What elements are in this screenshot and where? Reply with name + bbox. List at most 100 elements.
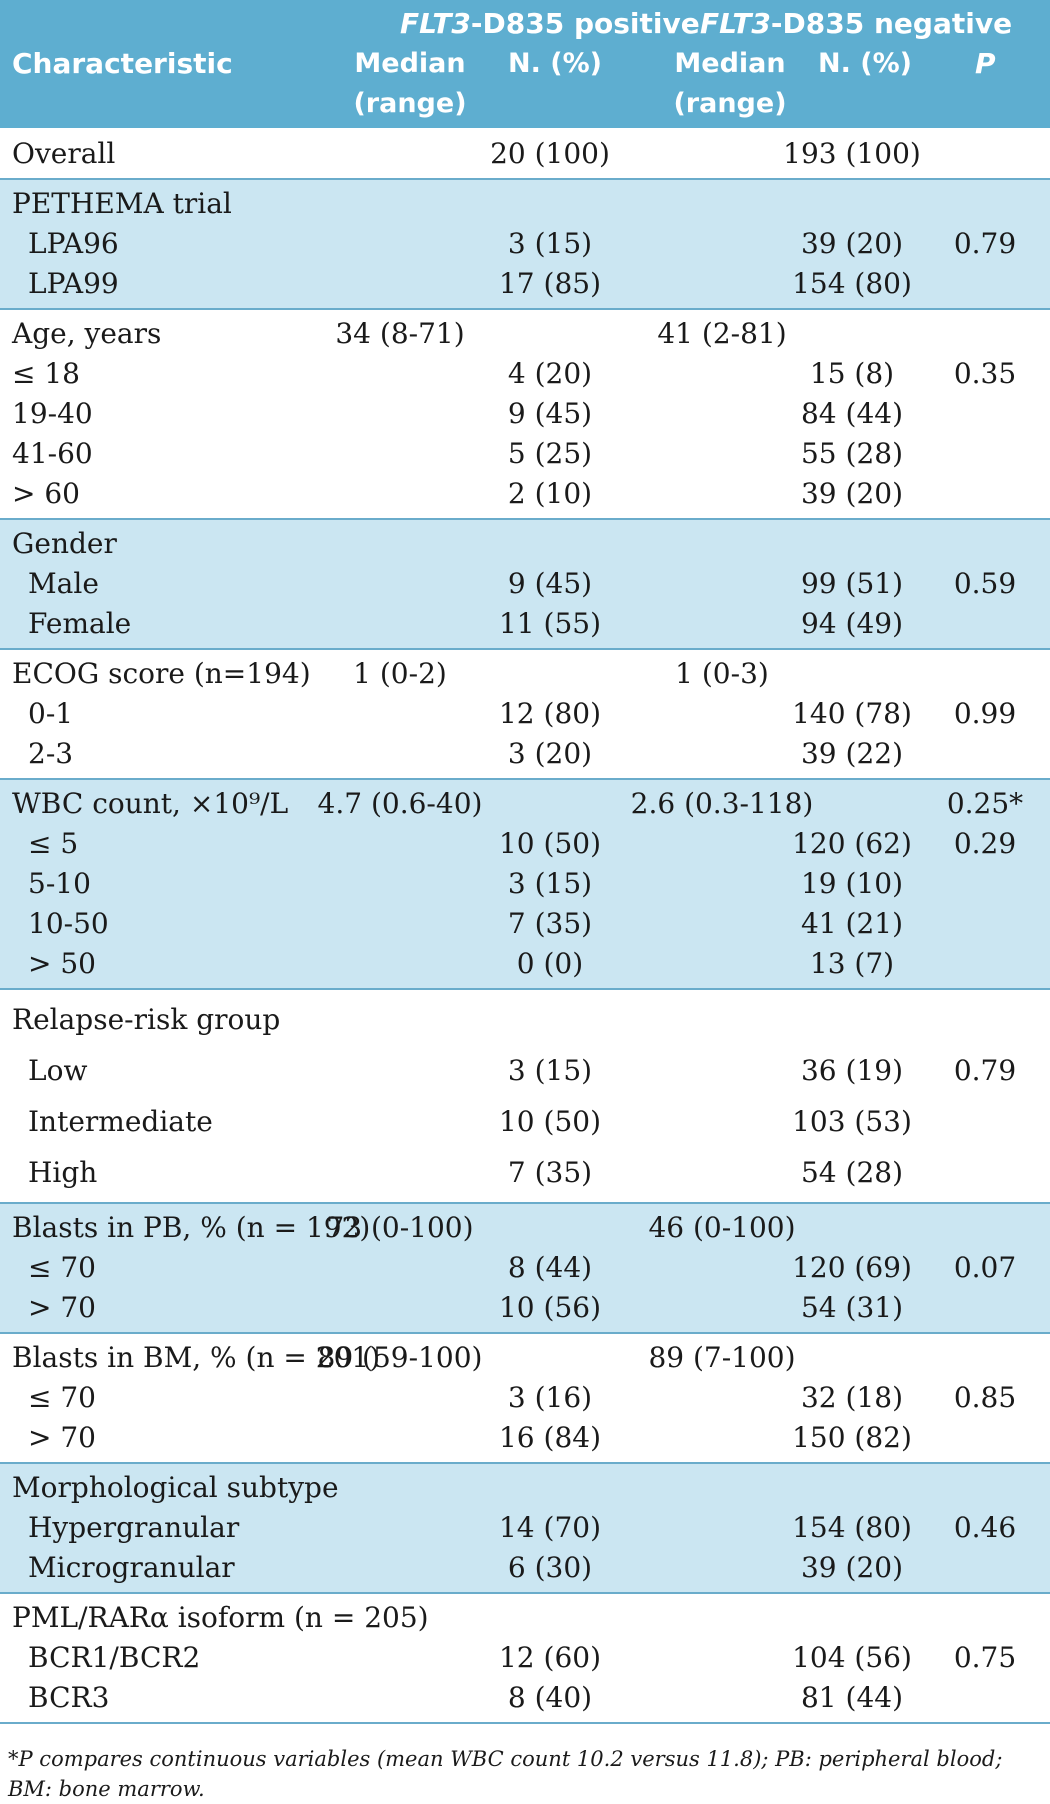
row-label: PETHEMA trial xyxy=(12,187,232,220)
table-row: Microgranular 6 (30) 39 (20) xyxy=(0,1548,1050,1588)
cell-p-value: 0.75 xyxy=(953,1641,1017,1674)
cell-p-value: 0.35 xyxy=(953,357,1017,390)
table-row: > 50 0 (0) 13 (7) xyxy=(0,944,1050,984)
row-separator xyxy=(0,778,1050,780)
cell-n-positive: 3 (20) xyxy=(507,737,593,770)
cell-median-positive: 1 (0-2) xyxy=(353,657,447,690)
cell-n-negative: 99 (51) xyxy=(800,567,903,600)
row-label: BCR3 xyxy=(28,1681,110,1714)
row-label: 5-10 xyxy=(28,867,91,900)
cell-n-negative: 84 (44) xyxy=(800,397,903,430)
row-label: ≤ 18 xyxy=(12,357,80,390)
cell-n-negative: 54 (31) xyxy=(800,1291,903,1324)
cell-n-negative: 54 (28) xyxy=(800,1155,903,1189)
table-row: LPA99 17 (85) 154 (80) xyxy=(0,264,1050,304)
row-label: > 60 xyxy=(12,477,80,510)
row-group: Blasts in BM, % (n = 201) 89 (59-100) 89 (… xyxy=(0,1334,1050,1462)
table-row: Overall 20 (100) 193 (100) xyxy=(0,134,1050,174)
cell-n-positive: 14 (70) xyxy=(498,1511,601,1544)
cell-n-positive: 10 (50) xyxy=(498,827,601,860)
table-row: ≤ 70 3 (16) 32 (18) 0.85 xyxy=(0,1378,1050,1418)
table-row: Male 9 (45) 99 (51) 0.59 xyxy=(0,564,1050,604)
row-label: Blasts in BM, % (n = 201) xyxy=(12,1341,381,1374)
row-label: Gender xyxy=(12,527,117,560)
row-label: Morphological subtype xyxy=(12,1471,339,1504)
row-label: Low xyxy=(28,1053,88,1087)
row-label: Male xyxy=(28,567,99,600)
cell-n-negative: 15 (8) xyxy=(809,357,895,390)
cell-n-positive: 4 (20) xyxy=(507,357,593,390)
row-separator xyxy=(0,648,1050,650)
row-label: 41-60 xyxy=(12,437,93,470)
cell-n-negative: 120 (62) xyxy=(792,827,912,860)
cell-n-positive: 11 (55) xyxy=(498,607,601,640)
cell-n-negative: 120 (69) xyxy=(792,1251,912,1284)
cell-n-negative: 19 (10) xyxy=(800,867,903,900)
cell-n-negative: 36 (19) xyxy=(800,1053,903,1087)
row-separator xyxy=(0,1722,1050,1724)
row-group: ECOG score (n=194) 1 (0-2) 1 (0-3) 0-1 12 (8… xyxy=(0,650,1050,778)
table-row: BCR1/BCR2 12 (60) 104 (56) 0.75 xyxy=(0,1638,1050,1678)
table-row: 19-40 9 (45) 84 (44) xyxy=(0,394,1050,434)
header-p-value: P xyxy=(975,47,996,80)
row-label: Hypergranular xyxy=(28,1511,240,1544)
row-label: LPA99 xyxy=(28,267,119,300)
cell-n-positive: 6 (30) xyxy=(507,1551,593,1584)
row-separator xyxy=(0,518,1050,520)
cell-n-positive: 12 (80) xyxy=(498,697,601,730)
cell-n-positive: 10 (50) xyxy=(498,1104,601,1138)
table-row: PML/RARα isoform (n = 205) xyxy=(0,1598,1050,1638)
cell-median-negative: 89 (7-100) xyxy=(648,1341,796,1374)
cell-p-value: 0.25* xyxy=(946,787,1024,820)
row-label: BCR1/BCR2 xyxy=(28,1641,201,1674)
row-label: 10-50 xyxy=(28,907,109,940)
row-group: PETHEMA trial LPA96 3 (15) 39 (20) 0.79 LPA99… xyxy=(0,180,1050,308)
cell-n-positive: 8 (40) xyxy=(507,1681,593,1714)
row-label: LPA96 xyxy=(28,227,119,260)
cell-median-negative: 46 (0-100) xyxy=(648,1211,796,1244)
row-label: Intermediate xyxy=(28,1104,213,1138)
cell-n-positive: 0 (0) xyxy=(516,947,584,980)
cell-median-negative: 41 (2-81) xyxy=(657,317,787,350)
table-row: 2-3 3 (20) 39 (22) xyxy=(0,734,1050,774)
cell-n-positive: 9 (45) xyxy=(507,397,593,430)
table-row: 0-1 12 (80) 140 (78) 0.99 xyxy=(0,694,1050,734)
table-row: LPA96 3 (15) 39 (20) 0.79 xyxy=(0,224,1050,264)
table-row: Blasts in PB, % (n = 192) 73 (0-100) 46 (0… xyxy=(0,1208,1050,1248)
cell-n-positive: 12 (60) xyxy=(498,1641,601,1674)
table-row: 5-10 3 (15) 19 (10) xyxy=(0,864,1050,904)
cell-n-positive: 20 (100) xyxy=(490,137,610,170)
row-label: Blasts in PB, % (n = 192) xyxy=(12,1211,371,1244)
row-group: Blasts in PB, % (n = 192) 73 (0-100) 46 (0… xyxy=(0,1204,1050,1332)
cell-n-negative: 81 (44) xyxy=(800,1681,903,1714)
row-label: Overall xyxy=(12,137,116,170)
table-row: Blasts in BM, % (n = 201) 89 (59-100) 89 (… xyxy=(0,1338,1050,1378)
table-row: PETHEMA trial xyxy=(0,184,1050,224)
table-row: Age, years 34 (8-71) 41 (2-81) xyxy=(0,314,1050,354)
row-label: > 50 xyxy=(28,947,96,980)
table-row: Female 11 (55) 94 (49) xyxy=(0,604,1050,644)
row-separator xyxy=(0,1332,1050,1334)
cell-n-positive: 3 (15) xyxy=(507,227,593,260)
row-label: PML/RARα isoform (n = 205) xyxy=(12,1601,429,1634)
cell-p-value: 0.07 xyxy=(953,1251,1017,1284)
table-row: BCR3 8 (40) 81 (44) xyxy=(0,1678,1050,1718)
table-row: Low 3 (15) 36 (19) 0.79 xyxy=(0,1051,1050,1091)
cell-n-negative: 140 (78) xyxy=(792,697,912,730)
cell-n-positive: 7 (35) xyxy=(507,907,593,940)
row-group: Morphological subtype Hypergranular 14 (70… xyxy=(0,1464,1050,1592)
cell-n-positive: 8 (44) xyxy=(507,1251,593,1284)
row-separator xyxy=(0,1202,1050,1204)
cell-median-negative: 2.6 (0.3-118) xyxy=(630,787,814,820)
cell-p-value: 0.85 xyxy=(953,1381,1017,1414)
row-label: High xyxy=(28,1155,98,1189)
header-median-positive: Median xyxy=(354,48,466,79)
cell-n-negative: 41 (21) xyxy=(800,907,903,940)
row-label: 2-3 xyxy=(28,737,74,770)
table-row: Intermediate 10 (50) 103 (53) xyxy=(0,1102,1050,1142)
row-label: ≤ 70 xyxy=(28,1251,96,1284)
header-group-positive: FLT3-D835 positive xyxy=(400,7,700,40)
table-row: High 7 (35) 54 (28) xyxy=(0,1153,1050,1193)
cell-n-positive: 3 (15) xyxy=(507,867,593,900)
